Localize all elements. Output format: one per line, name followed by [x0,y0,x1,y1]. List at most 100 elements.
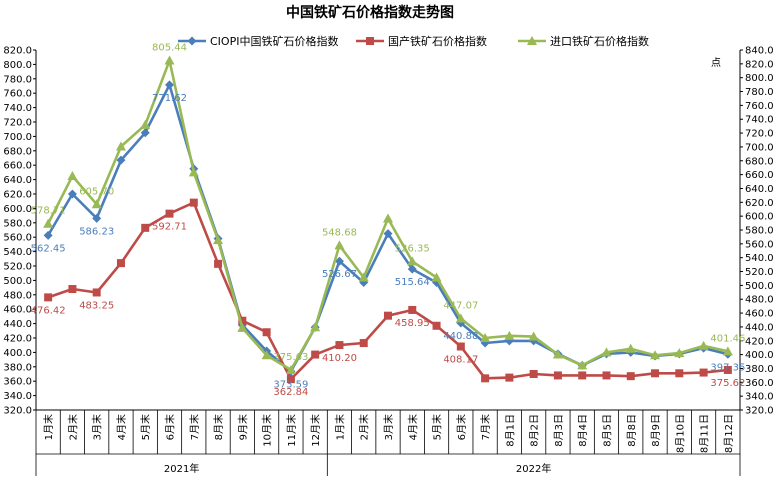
y2-tick-label: 820.0 [745,59,774,70]
data-point [43,218,54,228]
y-tick-label: 820.0 [3,46,32,57]
data-point [43,230,53,240]
x-tick-label: 12月末 [309,414,322,447]
y2-tick-label: 540.0 [745,253,774,264]
data-label: 458.95 [395,318,430,329]
data-label: 362.84 [273,387,308,398]
data-point [577,360,588,370]
x-tick-label: 8月4日 [577,414,589,447]
data-point [674,348,685,358]
data-point [165,209,174,218]
x-tick-label: 9月末 [236,414,249,440]
y-tick-label: 320.0 [3,406,32,417]
y2-tick-label: 740.0 [745,115,774,126]
y2-tick-label: 800.0 [745,73,774,84]
x-tick-label: 4月末 [406,414,419,440]
data-point [262,328,271,337]
data-point [432,321,441,330]
y2-tick-label: 400.0 [745,350,774,361]
y2-tick-label: 340.0 [745,392,774,403]
data-point [553,371,562,380]
x-tick-label: 3月末 [382,414,395,440]
data-point [164,55,175,65]
y2-tick-label: 360.0 [745,378,774,389]
data-point [698,340,709,350]
data-point [383,229,393,239]
y-tick-label: 520.0 [3,262,32,273]
data-label: 476.42 [31,305,66,316]
data-label: 586.23 [79,226,114,237]
data-point [311,350,320,359]
data-point [407,256,418,266]
y-tick-label: 640.0 [3,175,32,186]
y-tick-label: 440.0 [3,319,32,330]
legend-label: CIOPI中国铁矿石价格指数 [210,34,338,48]
data-point [651,369,660,378]
x-tick-label: 10月末 [261,414,274,447]
data-label: 805.44 [152,42,187,53]
data-label: 548.68 [322,227,357,238]
data-point [334,256,344,266]
x-tick-label: 8月3日 [553,414,565,447]
data-label: 373.59 [273,379,308,390]
y-tick-label: 780.0 [3,74,32,85]
data-point [408,305,417,314]
y2-tick-label: 380.0 [745,364,774,375]
x-tick-label: 5月末 [139,414,152,440]
data-point [213,235,224,245]
y2-tick-label: 420.0 [745,336,774,347]
data-label: 410.20 [322,353,357,364]
y2-tick-label: 840.0 [745,46,774,57]
x-tick-label: 7月末 [188,414,201,440]
axes: 320.0 340.0 360.0 380.0 400.0 420.0 440.0 460.0… [3,46,774,476]
data-label: 526.35 [395,243,430,254]
data-label: 401.46 [710,333,745,344]
data-point [481,374,490,383]
y-tick-label: 500.0 [3,276,32,287]
y-tick-label: 800.0 [3,60,32,71]
data-point [366,37,374,45]
x-tick-label: 2月末 [358,414,371,440]
data-point [116,259,125,268]
y-tick-label: 740.0 [3,103,32,114]
data-point [334,240,345,250]
data-point [140,128,150,138]
data-point [675,369,684,378]
x-tick-label: 8月11日 [699,414,711,453]
data-point [723,365,732,374]
data-point [504,330,515,340]
data-point [165,80,175,90]
y-tick-label: 580.0 [3,218,32,229]
legend-label: 进口铁矿石价格指数 [550,34,649,48]
y2-tick-label: 660.0 [745,170,774,181]
series-layer [43,55,733,384]
data-point [67,171,78,180]
y2-tick-label: 480.0 [745,295,774,306]
y-tick-label: 480.0 [3,290,32,301]
legend-item: CIOPI中国铁矿石价格指数 [178,34,338,48]
data-point [310,322,321,332]
x-tick-label: 8月8日 [626,414,638,447]
y2-tick-label: 500.0 [745,281,774,292]
y-tick-label: 660.0 [3,161,32,172]
data-point [187,36,197,46]
data-point [455,313,466,323]
data-label: 515.64 [395,277,430,288]
data-label: 447.07 [443,301,478,312]
x-tick-label: 7月末 [479,414,492,440]
y-tick-label: 540.0 [3,247,32,258]
data-point [407,264,417,274]
chart-legend: CIOPI中国铁矿石价格指数 国产铁矿石价格指数 进口铁矿石价格指数 [178,34,649,48]
chart-title: 中国铁矿石价格指数走势图 [286,4,454,21]
y-tick-label: 680.0 [3,146,32,157]
year-group-label: 2021年 [164,462,199,475]
y2-tick-label: 560.0 [745,239,774,250]
x-tick-label: 8月5日 [601,414,613,447]
x-tick-label: 8月末 [212,414,225,440]
data-label-layer: 562.45 586.23 771.62 373.59 526.67 515.64 440.… [31,42,746,398]
x-tick-label: 3月末 [91,414,104,440]
data-point [384,311,392,320]
data-point [188,167,199,177]
data-point [552,349,563,359]
